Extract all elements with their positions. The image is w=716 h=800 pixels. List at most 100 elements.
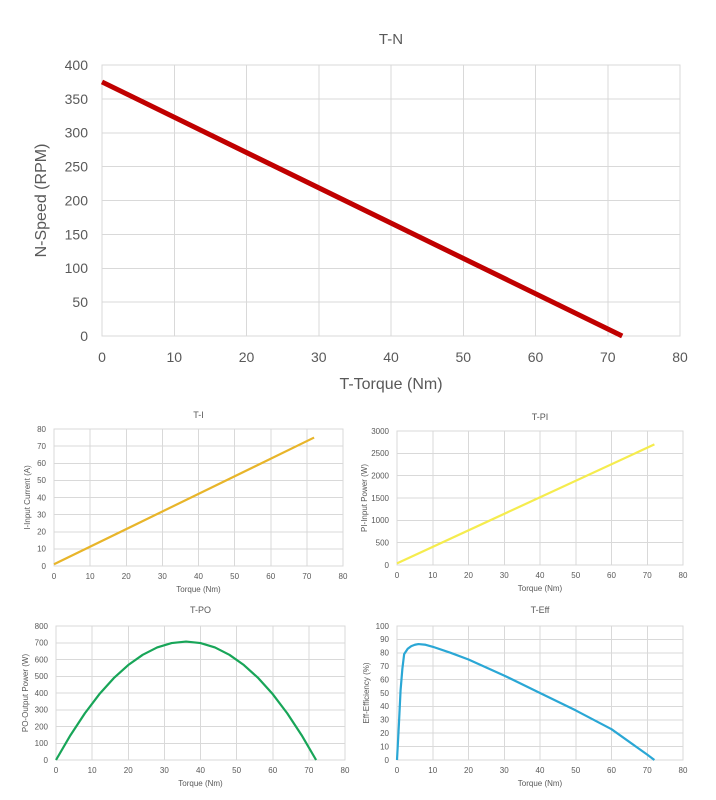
x-tick-label: 70 [643, 766, 652, 775]
chart-tn: T-N 0 50 100 150 200 250 300 350 400 0 10 20 30 40 50 60… [33, 31, 688, 393]
x-tick-label: 40 [383, 349, 399, 365]
y-tick-label: 10 [37, 545, 46, 554]
x-tick-label: 40 [196, 766, 205, 775]
y-tick-label: 200 [35, 722, 49, 731]
y-tick-label: 60 [380, 675, 389, 684]
series-line-tn [100, 79, 624, 339]
y-tick-label: 700 [35, 639, 49, 648]
y-tick-label: 150 [65, 226, 89, 242]
x-tick-label: 80 [339, 572, 348, 581]
y-tick-label: 100 [65, 260, 89, 276]
y-axis-label: N-Speed (RPM) [33, 144, 50, 258]
y-tick-label: 70 [37, 442, 46, 451]
y-tick-label: 0 [385, 756, 390, 765]
x-tick-label: 70 [302, 572, 311, 581]
y-tick-label: 30 [380, 716, 389, 725]
y-tick-label: 20 [37, 528, 46, 537]
x-tick-label: 30 [160, 766, 169, 775]
y-axis-label: Eff-Efficiency (%) [362, 662, 371, 723]
chart-ti: T-I 0 10 20 30 40 50 60 70 80 0 10 20 30 40 50 60 70 80 Tor… [23, 410, 348, 594]
y-tick-label: 60 [37, 459, 46, 468]
x-axis-label: Torque (Nm) [518, 779, 563, 788]
y-tick-label: 40 [380, 702, 389, 711]
x-tick-label: 50 [232, 766, 241, 775]
y-tick-label: 100 [376, 622, 390, 631]
y-tick-label: 200 [65, 192, 89, 208]
x-tick-label: 0 [54, 766, 59, 775]
y-tick-label: 500 [376, 538, 390, 547]
x-tick-label: 0 [395, 571, 400, 580]
x-tick-label: 10 [166, 349, 182, 365]
x-tick-label: 70 [304, 766, 313, 775]
x-tick-label: 50 [230, 572, 239, 581]
y-tick-label: 500 [35, 672, 49, 681]
y-tick-label: 3000 [371, 427, 389, 436]
x-tick-label: 80 [341, 766, 350, 775]
y-tick-label: 1000 [371, 516, 389, 525]
x-tick-label: 80 [679, 571, 688, 580]
chart-title-tpo: T-PO [190, 605, 211, 615]
plot-area [55, 625, 346, 761]
x-tick-label: 10 [86, 572, 95, 581]
x-tick-label: 60 [266, 572, 275, 581]
x-axis-label: Torque (Nm) [178, 779, 223, 788]
plot-area [53, 428, 344, 567]
y-tick-label: 400 [35, 689, 49, 698]
x-tick-label: 30 [500, 571, 509, 580]
y-tick-label: 350 [65, 91, 89, 107]
chart-title-ti: T-I [193, 410, 204, 420]
x-tick-label: 0 [52, 572, 57, 581]
chart-teff: T-Eff 0 10 20 30 40 50 60 70 80 90 100 0 10 20 30 40 50 60… [362, 605, 688, 788]
chart-title-tpi: T-PI [532, 412, 549, 422]
y-tick-label: 0 [42, 562, 47, 571]
x-tick-label: 30 [158, 572, 167, 581]
plot-area [396, 430, 684, 566]
x-tick-label: 50 [571, 766, 580, 775]
y-tick-label: 80 [37, 425, 46, 434]
series-line-tpi [396, 443, 655, 565]
x-axis-label: T-Torque (Nm) [339, 376, 442, 393]
y-tick-label: 1500 [371, 494, 389, 503]
x-tick-label: 40 [536, 571, 545, 580]
y-tick-label: 300 [35, 706, 49, 715]
x-tick-label: 70 [600, 349, 616, 365]
y-tick-label: 600 [35, 655, 49, 664]
y-tick-label: 250 [65, 159, 89, 175]
y-axis-label: PO-Output Power (W) [21, 654, 30, 733]
x-tick-label: 60 [268, 766, 277, 775]
x-tick-label: 0 [395, 766, 400, 775]
y-tick-label: 100 [35, 739, 49, 748]
series-line-ti [53, 436, 315, 566]
y-tick-label: 300 [65, 125, 89, 141]
x-tick-label: 10 [88, 766, 97, 775]
y-tick-label: 80 [380, 649, 389, 658]
x-axis-label: Torque (Nm) [176, 585, 221, 594]
y-axis-label: PI-Input Power (W) [360, 464, 369, 532]
y-tick-label: 400 [65, 57, 89, 73]
x-tick-label: 60 [607, 766, 616, 775]
chart-title-teff: T-Eff [531, 605, 550, 615]
x-tick-label: 30 [311, 349, 327, 365]
y-tick-label: 30 [37, 510, 46, 519]
chart-tpo: T-PO 0 100 200 300 400 500 600 700 800 0 10 20 30 40 50… [21, 605, 350, 788]
x-tick-label: 20 [124, 766, 133, 775]
x-tick-label: 10 [428, 766, 437, 775]
x-tick-label: 40 [194, 572, 203, 581]
x-tick-label: 20 [122, 572, 131, 581]
y-tick-label: 40 [37, 493, 46, 502]
x-axis-label: Torque (Nm) [518, 584, 563, 593]
y-tick-label: 2500 [371, 449, 389, 458]
x-tick-label: 20 [239, 349, 255, 365]
series-line-teff [395, 642, 656, 761]
x-tick-label: 50 [571, 571, 580, 580]
y-tick-label: 50 [72, 294, 88, 310]
chart-tpi: T-PI 0 500 1000 1500 2000 2500 3000 0 10 20 30 40 50 6… [360, 412, 688, 593]
y-tick-label: 0 [80, 328, 88, 344]
x-tick-label: 40 [536, 766, 545, 775]
plot-area [101, 64, 681, 337]
y-tick-label: 20 [380, 729, 389, 738]
plot-area [396, 625, 684, 761]
series-line-tpo [55, 640, 318, 761]
y-tick-label: 10 [380, 742, 389, 751]
